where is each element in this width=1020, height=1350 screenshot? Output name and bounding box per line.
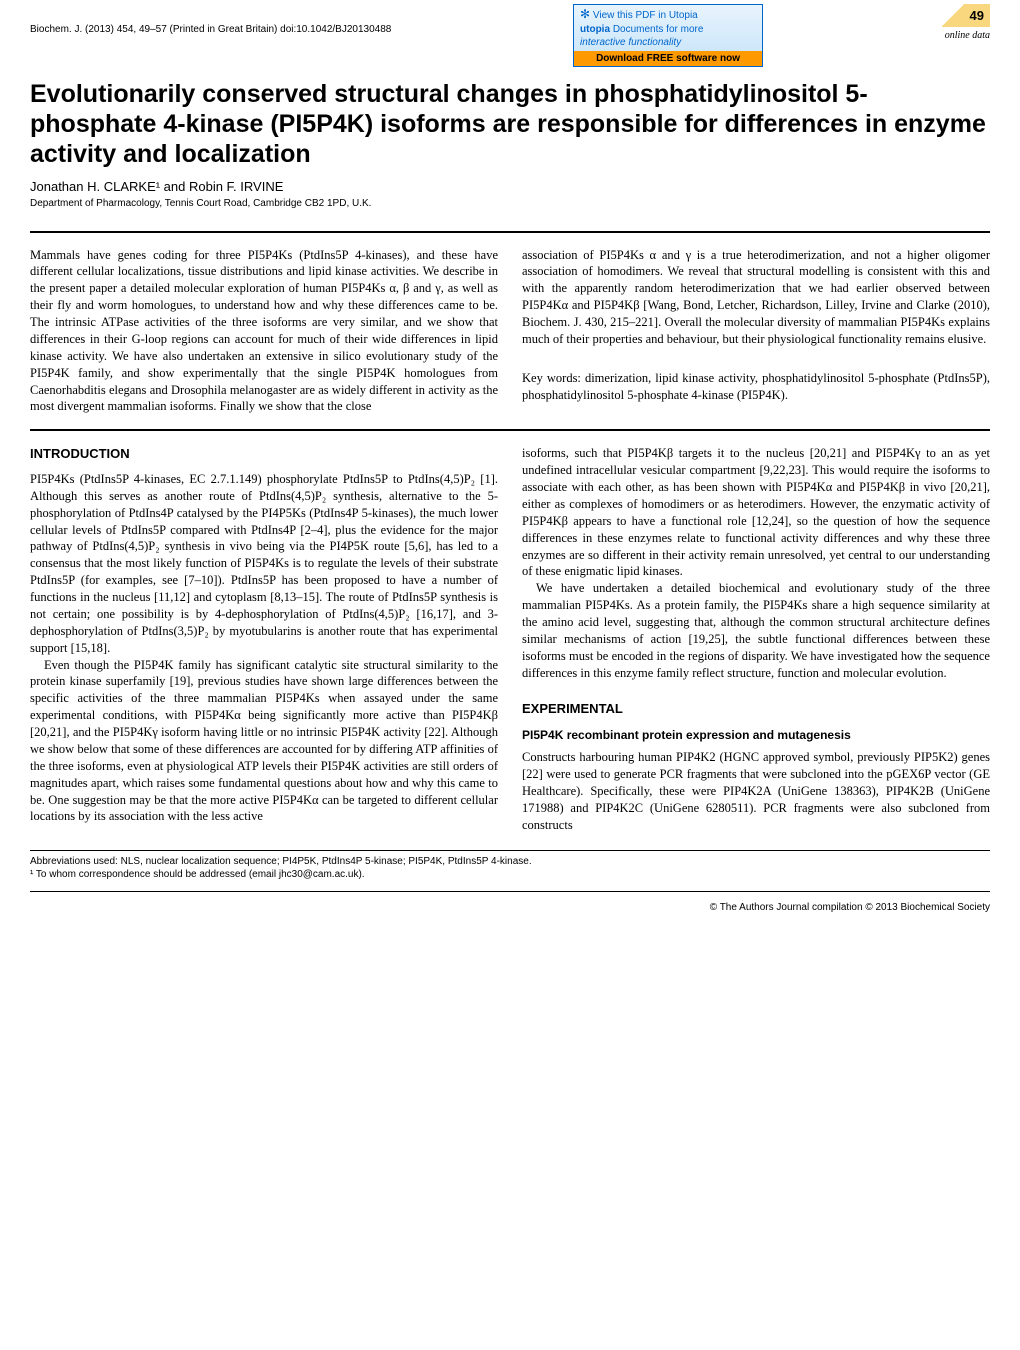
experimental-paragraph-1: Constructs harbouring human PIP4K2 (HGNC… — [522, 749, 990, 833]
page-number: 49 — [964, 4, 990, 27]
abstract-left: Mammals have genes coding for three PI5P… — [30, 247, 498, 416]
body-left-column: INTRODUCTION PI5P4Ks (PtdIns5P 4-kinases… — [30, 445, 498, 833]
page-number-area: 49 online data — [945, 4, 990, 41]
utopia-line3: interactive functionality — [580, 36, 756, 49]
utopia-badge[interactable]: ✻ View this PDF in Utopia utopia Documen… — [573, 4, 763, 67]
intro-paragraph-2: Even though the PI5P4K family has signif… — [30, 657, 498, 826]
footer-separator — [30, 850, 990, 851]
utopia-line2: Documents for more — [613, 24, 704, 35]
abbreviations-footnote: Abbreviations used: NLS, nuclear localiz… — [30, 855, 990, 868]
intro-paragraph-1: PI5P4Ks (PtdIns5P 4-kinases, EC 2.7.1.14… — [30, 471, 498, 657]
article-title: Evolutionarily conserved structural chan… — [30, 79, 990, 169]
body-right-column: isoforms, such that PI5P4Kβ targets it t… — [522, 445, 990, 833]
utopia-line1: View this PDF in Utopia — [593, 10, 698, 21]
experimental-heading: EXPERIMENTAL — [522, 700, 990, 718]
article-authors: Jonathan H. CLARKE¹ and Robin F. IRVINE — [30, 179, 990, 194]
experimental-subheading: PI5P4K recombinant protein expression an… — [522, 727, 990, 743]
footer-separator — [30, 891, 990, 892]
abstract-right: association of PI5P4Ks α and γ is a true… — [522, 247, 990, 416]
article-header: Evolutionarily conserved structural chan… — [0, 67, 1020, 231]
introduction-heading: INTRODUCTION — [30, 445, 498, 463]
utopia-download[interactable]: Download FREE software now — [574, 51, 762, 66]
abstract-text-left: Mammals have genes coding for three PI5P… — [30, 247, 498, 416]
article-affiliation: Department of Pharmacology, Tennis Court… — [30, 198, 990, 209]
right-paragraph-2: We have undertaken a detailed biochemica… — [522, 580, 990, 681]
utopia-brand: utopia — [580, 24, 610, 35]
online-data-tag: online data — [945, 30, 990, 41]
footnotes: Abbreviations used: NLS, nuclear localiz… — [0, 855, 1020, 885]
abstract-text-right: association of PI5P4Ks α and γ is a true… — [522, 247, 990, 348]
correspondence-footnote: ¹ To whom correspondence should be addre… — [30, 868, 990, 881]
keywords: Key words: dimerization, lipid kinase ac… — [522, 370, 990, 404]
copyright: © The Authors Journal compilation © 2013… — [0, 896, 1020, 923]
top-bar: Biochem. J. (2013) 454, 49–57 (Printed i… — [0, 0, 1020, 67]
body-section: INTRODUCTION PI5P4Ks (PtdIns5P 4-kinases… — [0, 431, 1020, 843]
journal-reference: Biochem. J. (2013) 454, 49–57 (Printed i… — [30, 4, 391, 35]
right-paragraph-1: isoforms, such that PI5P4Kβ targets it t… — [522, 445, 990, 580]
abstract-section: Mammals have genes coding for three PI5P… — [0, 233, 1020, 430]
